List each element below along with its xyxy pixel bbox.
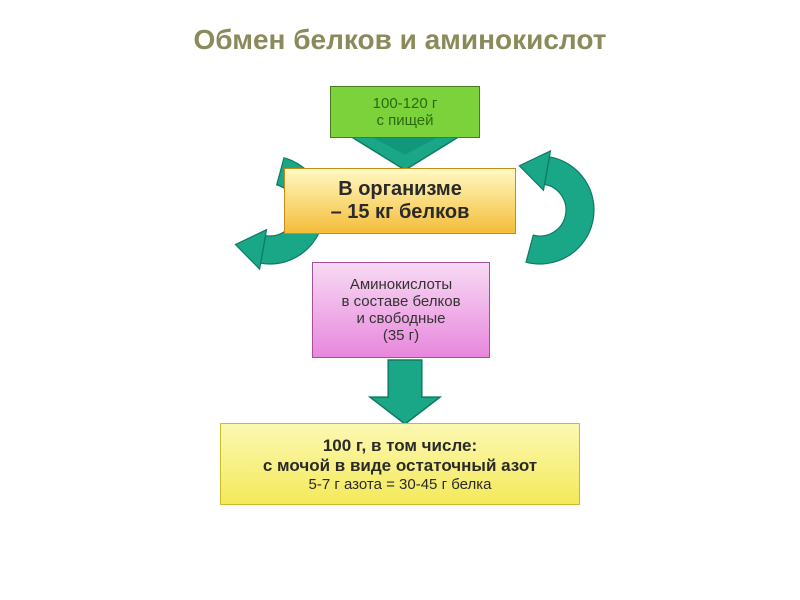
- box-line: В организме: [338, 178, 462, 201]
- box-line: 100-120 г: [373, 95, 438, 112]
- box-line: с пищей: [376, 112, 433, 129]
- box-line: и свободные: [357, 310, 446, 327]
- box-line: 5-7 г азота = 30-45 г белка: [309, 476, 492, 493]
- box-line: с мочой в виде остаточный азот: [263, 456, 537, 476]
- box-organism: В организме– 15 кг белков: [284, 168, 516, 234]
- box-line: – 15 кг белков: [331, 201, 470, 224]
- diagram-canvas: Обмен белков и аминокислот 100-120 гс пи…: [0, 0, 800, 600]
- box-line: (35 г): [383, 327, 419, 344]
- box-output: 100 г, в том числе:с мочой в виде остато…: [220, 423, 580, 505]
- box-line: в составе белков: [341, 293, 460, 310]
- box-amino: Аминокислотыв составе белкови свободные(…: [312, 262, 490, 358]
- box-intake: 100-120 гс пищей: [330, 86, 480, 138]
- box-line: 100 г, в том числе:: [323, 436, 477, 456]
- box-line: Аминокислоты: [350, 276, 452, 293]
